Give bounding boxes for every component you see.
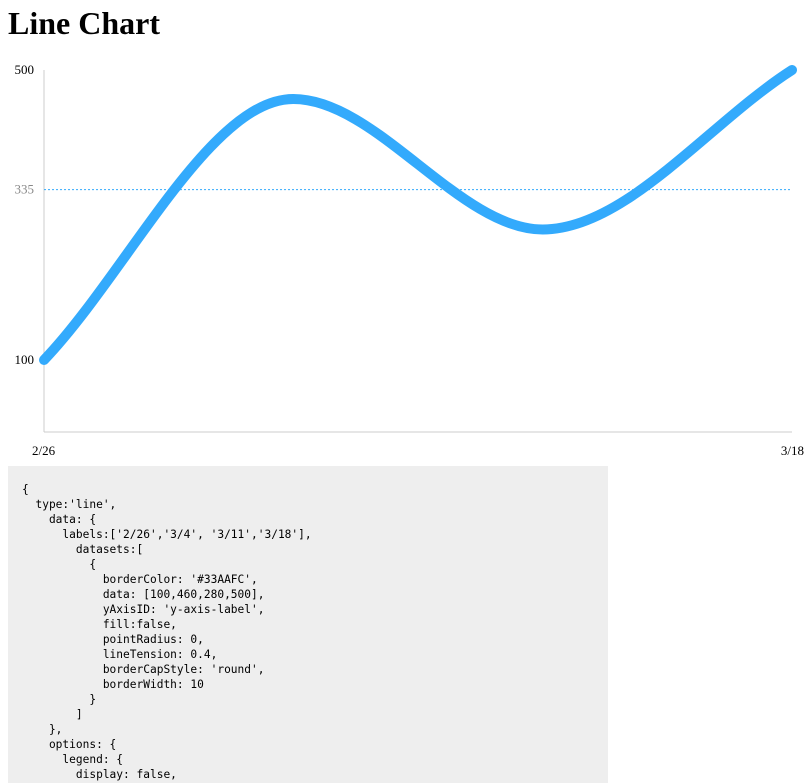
series-group <box>39 65 797 365</box>
page-title: Line Chart <box>8 5 160 41</box>
config-code-block: { type:'line', data: { labels:['2/26','3… <box>8 466 608 783</box>
y-tick-label: 335 <box>15 182 35 197</box>
x-tick-label: 2/26 <box>32 443 56 458</box>
y-tick-labels: 500 335 100 <box>15 62 35 367</box>
y-tick-label: 100 <box>15 352 35 367</box>
line-chart: 500 335 100 2/26 3/18 <box>15 62 805 458</box>
series-line <box>39 65 797 365</box>
x-tick-label: 3/18 <box>781 443 804 458</box>
x-tick-labels: 2/26 3/18 <box>32 443 804 458</box>
y-tick-label: 500 <box>15 62 35 77</box>
